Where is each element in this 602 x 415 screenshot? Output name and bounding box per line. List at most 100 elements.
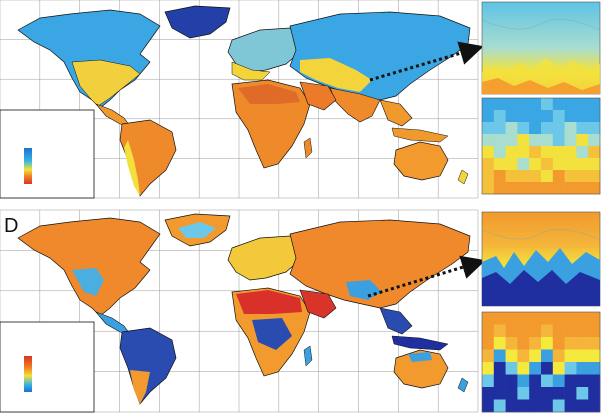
bottom-south-america-south xyxy=(130,370,150,404)
bottom-map-panel xyxy=(0,209,479,413)
coarse-cell xyxy=(482,337,495,350)
coarse-cell xyxy=(588,170,601,183)
coarse-cell xyxy=(482,349,495,363)
bottom-north-america xyxy=(17,217,161,317)
coarse-cell xyxy=(564,312,577,325)
coarse-cell xyxy=(541,387,554,400)
coarse-cell xyxy=(517,387,530,400)
bottom-africa-sahara xyxy=(236,290,302,314)
coarse-cell xyxy=(576,324,589,338)
coarse-cell xyxy=(505,122,518,135)
coarse-cell xyxy=(529,362,542,375)
coarse-cell xyxy=(541,337,554,350)
coarse-cell xyxy=(482,146,495,159)
coarse-cell xyxy=(564,349,577,363)
coarse-cell xyxy=(505,399,518,413)
coarse-cell xyxy=(482,134,495,147)
coarse-cell xyxy=(493,349,506,363)
top-europe xyxy=(227,27,311,73)
coarse-cell xyxy=(529,337,542,350)
coarse-cell xyxy=(576,122,589,135)
coarse-cell xyxy=(541,324,554,338)
panel-letter-d: D xyxy=(4,215,18,237)
coarse-cell xyxy=(576,349,589,363)
coarse-cell xyxy=(588,182,601,195)
coarse-cell xyxy=(552,337,565,350)
coarse-cell xyxy=(493,399,506,413)
coarse-cell xyxy=(552,374,565,388)
coarse-cell xyxy=(588,110,601,123)
bottom-new-zealand xyxy=(457,377,469,393)
top-middle-east xyxy=(299,81,337,111)
top-north-america-south xyxy=(71,59,141,107)
coarse-cell xyxy=(588,134,601,147)
bottom-middle-east xyxy=(299,289,337,319)
top-australia xyxy=(393,141,449,181)
coarse-cell xyxy=(529,387,542,400)
coarse-cell xyxy=(505,182,518,195)
coarse-cell xyxy=(552,122,565,135)
coarse-cell xyxy=(493,158,506,171)
coarse-cell xyxy=(552,98,565,111)
coarse-cell xyxy=(576,146,589,159)
coarse-cell xyxy=(482,324,495,338)
bottom-tibet xyxy=(346,280,382,300)
coarse-cell xyxy=(564,337,577,350)
coarse-cell xyxy=(564,110,577,123)
coarse-cell xyxy=(482,374,495,388)
coarse-cell xyxy=(552,158,565,171)
coarse-cell xyxy=(541,362,554,375)
top-indonesia xyxy=(391,127,449,143)
coarse-cell xyxy=(576,387,589,400)
bottom-inset-fine xyxy=(481,211,601,307)
coarse-cell xyxy=(564,98,577,111)
coarse-cell xyxy=(517,134,530,147)
coarse-inset-frame xyxy=(481,311,601,413)
coarse-cell xyxy=(493,146,506,159)
coarse-cell xyxy=(541,170,554,183)
coarse-cell xyxy=(564,158,577,171)
coarse-cell xyxy=(552,312,565,325)
bottom-south-america xyxy=(119,327,177,405)
coarse-cell xyxy=(588,98,601,111)
coarse-cell xyxy=(576,170,589,183)
coarse-cell xyxy=(517,312,530,325)
coarse-cell xyxy=(576,158,589,171)
coarse-cell xyxy=(552,349,565,363)
coarse-cell xyxy=(517,362,530,375)
coarse-cell xyxy=(505,158,518,171)
coarse-inset-frame xyxy=(481,97,601,195)
coarse-cell xyxy=(529,312,542,325)
coarse-cell xyxy=(505,312,518,325)
top-south-asia xyxy=(329,87,381,123)
coarse-cell xyxy=(541,146,554,159)
coarse-cell xyxy=(588,399,601,413)
coarse-cell xyxy=(505,134,518,147)
coarse-cell xyxy=(517,324,530,338)
coarse-cell xyxy=(482,387,495,400)
coarse-cell xyxy=(564,399,577,413)
coarse-cell xyxy=(493,337,506,350)
coarse-cell xyxy=(505,98,518,111)
top-legend-box xyxy=(0,109,95,199)
coarse-cell xyxy=(493,324,506,338)
coarse-cell xyxy=(529,158,542,171)
top-southern-europe xyxy=(231,61,271,81)
coarse-cell xyxy=(517,399,530,413)
coarse-cell xyxy=(517,170,530,183)
coarse-cell xyxy=(505,374,518,388)
coarse-cell xyxy=(517,337,530,350)
coarse-cell xyxy=(588,324,601,338)
coarse-cell xyxy=(493,110,506,123)
coarse-cell xyxy=(517,146,530,159)
coarse-cell xyxy=(529,122,542,135)
coarse-cell xyxy=(541,134,554,147)
coarse-cell xyxy=(529,399,542,413)
coarse-cell xyxy=(493,374,506,388)
coarse-cell xyxy=(588,362,601,375)
coarse-cell xyxy=(493,98,506,111)
coarse-cell xyxy=(482,399,495,413)
coarse-cell xyxy=(517,349,530,363)
top-inset-coarse xyxy=(481,97,601,195)
coarse-cell xyxy=(588,387,601,400)
